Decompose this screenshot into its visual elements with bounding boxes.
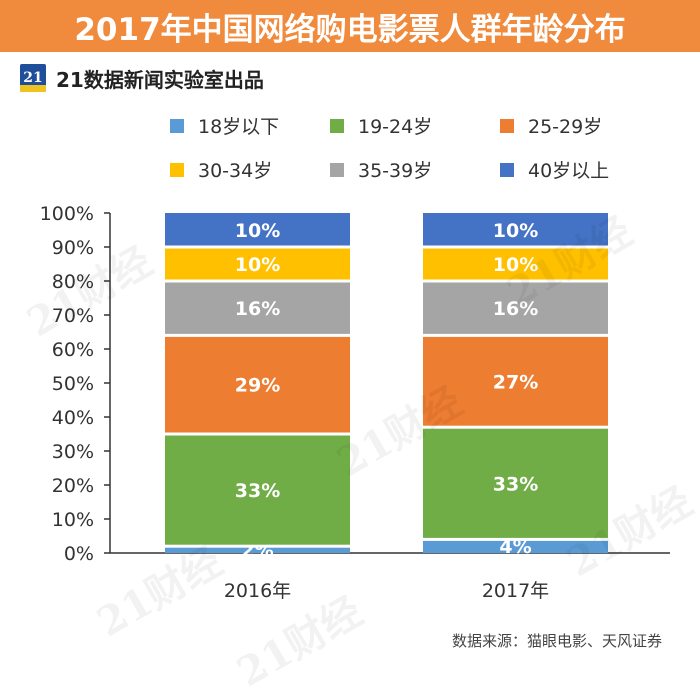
- y-tick-label: 90%: [52, 237, 94, 259]
- logo-21: 21: [20, 64, 46, 92]
- legend-item: 40岁以上: [500, 156, 609, 183]
- data-label: 10%: [235, 254, 280, 276]
- y-tick-label: 50%: [52, 373, 94, 395]
- y-tick-label: 0%: [64, 543, 94, 565]
- chart-title: 2017年中国网络购电影票人群年龄分布: [0, 0, 700, 52]
- data-label: 33%: [235, 480, 280, 502]
- legend-label: 35-39岁: [358, 160, 433, 182]
- subtitle-row: 21 21数据新闻实验室出品: [20, 62, 264, 94]
- bar-segment: [423, 540, 608, 553]
- bar-segment: [423, 213, 608, 246]
- data-label: 33%: [493, 473, 538, 495]
- bar-segment: [423, 248, 608, 280]
- data-label: 4%: [499, 536, 531, 558]
- data-label: 16%: [493, 298, 538, 320]
- legend-swatch: [500, 118, 514, 133]
- logo-strip: [20, 85, 46, 92]
- data-label: 10%: [493, 220, 538, 242]
- legend-swatch: [330, 162, 344, 177]
- legend-swatch: [500, 162, 514, 177]
- bar-segment: [165, 282, 350, 334]
- y-tick-label: 100%: [40, 203, 94, 225]
- y-tick-label: 20%: [52, 475, 94, 497]
- data-label: 29%: [235, 375, 280, 397]
- legend-item: 30-34岁: [170, 156, 272, 183]
- bar-segment: [423, 428, 608, 538]
- y-tick-label: 10%: [52, 509, 94, 531]
- legend-swatch: [330, 118, 344, 133]
- data-label: 2%: [241, 540, 273, 562]
- logo-text: 21: [23, 70, 43, 86]
- bar-segment: [423, 336, 608, 426]
- y-tick-label: 60%: [52, 339, 94, 361]
- bar-segment: [165, 213, 350, 246]
- y-tick-label: 70%: [52, 305, 94, 327]
- bar-segment: [165, 248, 350, 280]
- data-label: 16%: [235, 298, 280, 320]
- x-tick-label: 2017年: [482, 580, 549, 602]
- bar-segment: [165, 547, 350, 553]
- legend-swatch: [170, 118, 184, 133]
- x-tick-label: 2016年: [224, 580, 291, 602]
- stacked-bar-chart: 0% 10% 20% 30% 40% 50% 60% 70% 80% 90% 100% 2% 33% 29…: [40, 203, 670, 602]
- data-label: 27%: [493, 371, 538, 393]
- bar-segment: [165, 336, 350, 433]
- legend-item: 35-39岁: [330, 156, 432, 183]
- legend-item: 19-24岁: [330, 112, 432, 139]
- y-tick-label: 30%: [52, 441, 94, 463]
- bar-segment: [423, 282, 608, 334]
- legend-label: 25-29岁: [528, 116, 603, 138]
- subtitle: 21数据新闻实验室出品: [56, 67, 264, 92]
- legend-label: 18岁以下: [198, 116, 280, 138]
- legend-label: 19-24岁: [358, 116, 433, 138]
- bar-segment: [165, 435, 350, 545]
- legend-item: 18岁以下: [170, 112, 279, 139]
- data-label: 10%: [235, 220, 280, 242]
- legend-swatch: [170, 162, 184, 177]
- legend-label: 40岁以上: [528, 160, 610, 182]
- legend-item: 25-29岁: [500, 112, 602, 139]
- y-tick-label: 80%: [52, 271, 94, 293]
- data-label: 10%: [493, 254, 538, 276]
- legend-label: 30-34岁: [198, 160, 273, 182]
- data-source: 数据来源：猫眼电影、天风证券: [451, 632, 662, 650]
- y-tick-label: 40%: [52, 407, 94, 429]
